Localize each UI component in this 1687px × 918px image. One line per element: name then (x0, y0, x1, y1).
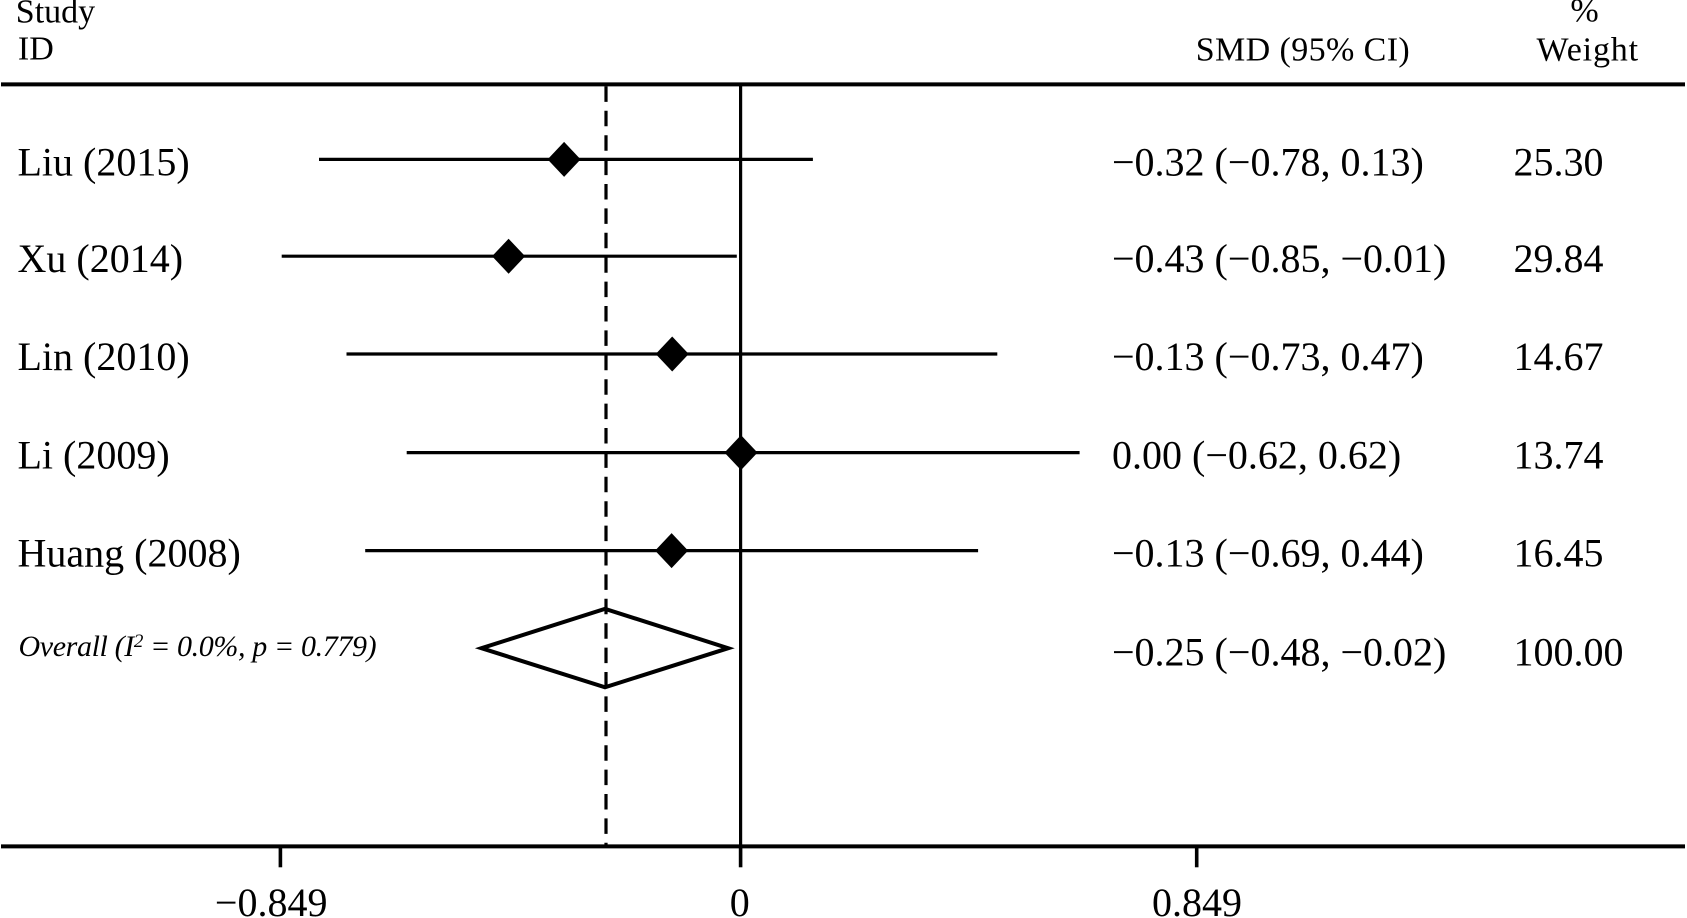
svg-text:−0.25 (−0.48, −0.02): −0.25 (−0.48, −0.02) (1112, 630, 1446, 675)
svg-text:−0.32 (−0.78, 0.13): −0.32 (−0.78, 0.13) (1112, 139, 1424, 184)
svg-text:Weight: Weight (1537, 32, 1639, 69)
svg-text:13.74: 13.74 (1514, 433, 1604, 478)
svg-text:Overall (I2 = 0.0%, p = 0.779): Overall (I2 = 0.0%, p = 0.779) (19, 630, 377, 663)
svg-text:Study: Study (16, 0, 95, 30)
svg-text:%: % (1570, 0, 1598, 30)
svg-text:Huang (2008): Huang (2008) (18, 531, 241, 576)
svg-text:ID: ID (18, 31, 54, 68)
svg-text:SMD (95% CI): SMD (95% CI) (1196, 32, 1410, 69)
svg-text:14.67: 14.67 (1514, 334, 1604, 379)
svg-text:16.45: 16.45 (1514, 531, 1604, 576)
svg-text:−0.13 (−0.73, 0.47): −0.13 (−0.73, 0.47) (1112, 334, 1424, 379)
svg-text:Xu (2014): Xu (2014) (18, 236, 184, 281)
svg-text:−0.43 (−0.85, −0.01): −0.43 (−0.85, −0.01) (1112, 236, 1446, 281)
svg-text:−0.13 (−0.69, 0.44): −0.13 (−0.69, 0.44) (1112, 531, 1424, 576)
svg-text:Liu (2015): Liu (2015) (18, 139, 190, 184)
svg-text:0: 0 (730, 880, 750, 918)
svg-text:Lin (2010): Lin (2010) (18, 334, 190, 379)
svg-text:29.84: 29.84 (1514, 236, 1604, 281)
svg-text:Li (2009): Li (2009) (18, 433, 170, 478)
svg-text:0.00 (−0.62, 0.62): 0.00 (−0.62, 0.62) (1112, 433, 1401, 478)
svg-text:−0.849: −0.849 (215, 880, 328, 918)
svg-text:100.00: 100.00 (1514, 630, 1624, 675)
svg-text:0.849: 0.849 (1152, 880, 1242, 918)
svg-text:25.30: 25.30 (1514, 139, 1604, 184)
